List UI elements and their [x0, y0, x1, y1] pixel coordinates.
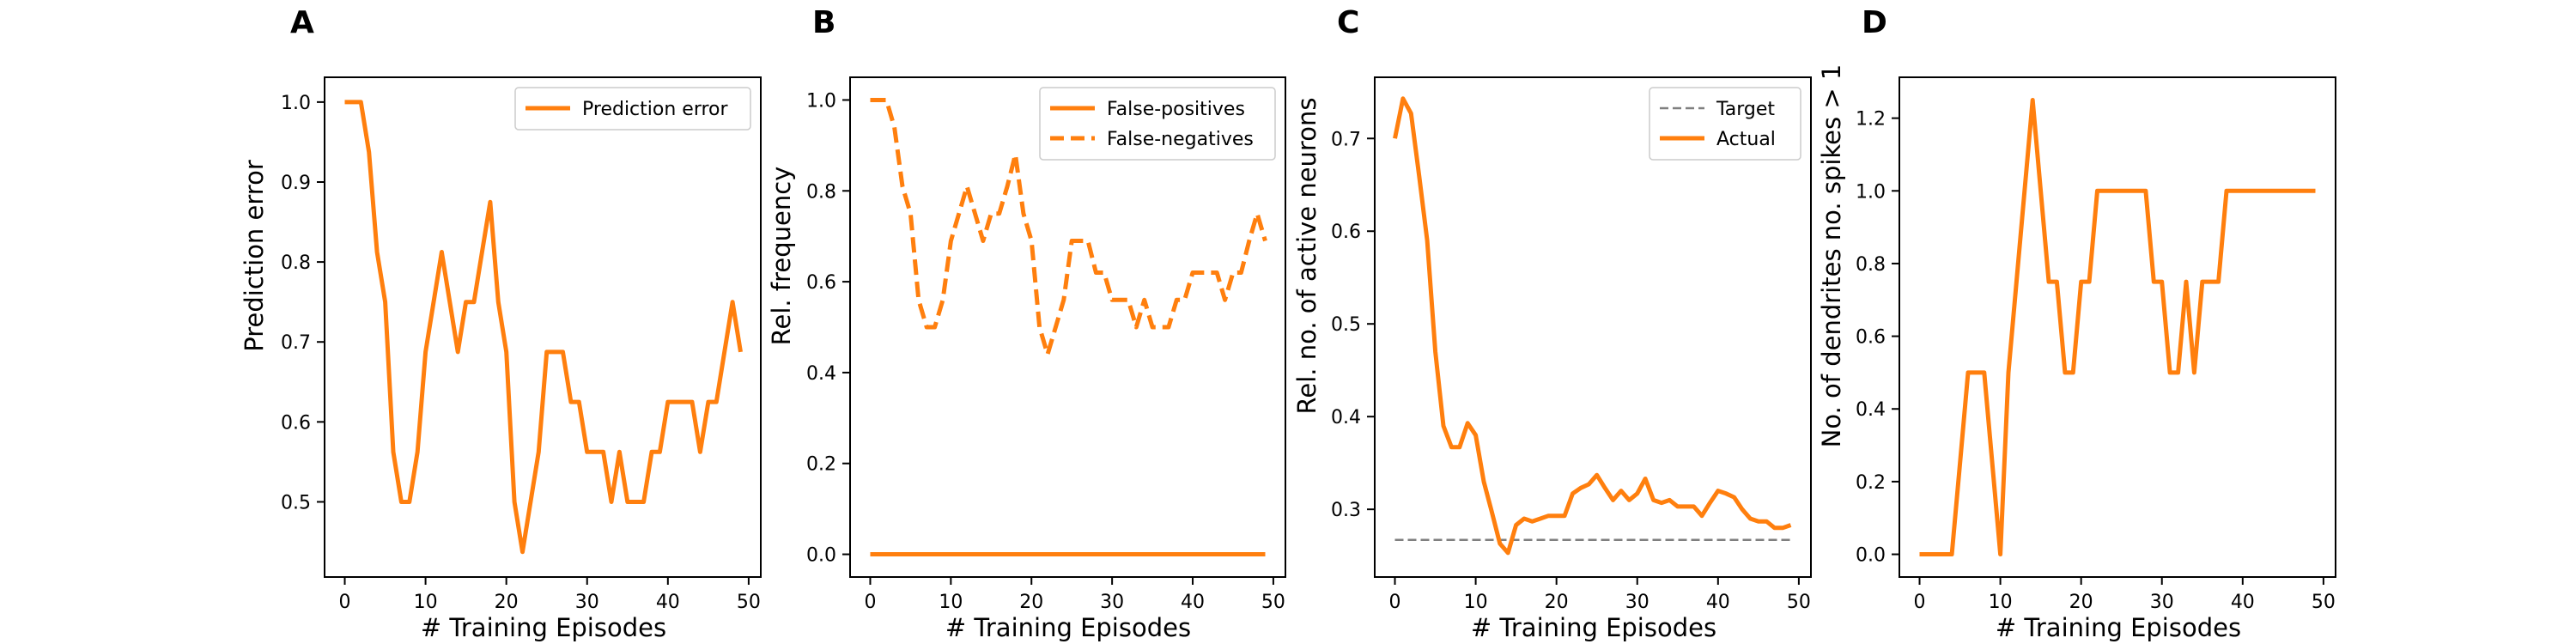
panel-c-x-tick-label: 40 [1706, 592, 1730, 613]
panel-c-x-tick-label: 20 [1545, 592, 1569, 613]
panel-b-x-tick-label: 0 [864, 592, 876, 613]
panel-d-y-tick-label: 0.2 [1856, 472, 1886, 494]
panel-letter-a: A [290, 5, 314, 40]
panel-c-y-tick-label: 0.3 [1331, 500, 1361, 521]
panel-letter-c: C [1337, 5, 1359, 40]
panel-a-y-tick-label: 0.6 [281, 412, 311, 434]
panel-d-axes-frame [1899, 76, 2336, 578]
panel-b-x-tick-label: 20 [1019, 592, 1043, 613]
panel-a-y-tick-label: 0.9 [281, 173, 311, 194]
panel-c-axes-frame [1374, 76, 1812, 578]
panel-c-legend-label-actual: Actual [1716, 129, 1776, 150]
panel-b-legend [1039, 87, 1276, 161]
panel-b-axes-frame [849, 76, 1286, 578]
panel-c-y-tick-label: 0.5 [1331, 314, 1361, 336]
panel-d-y-axis-label: No. of dendrites no. spikes > 1 [1817, 64, 1846, 448]
panel-c-legend [1649, 87, 1801, 161]
panel-a-y-tick-label: 1.0 [281, 93, 311, 114]
panel-c-series-actual-line [1393, 96, 1792, 556]
panel-d-y-tick-label: 1.0 [1856, 181, 1886, 203]
panel-b-y-tick-label: 0.6 [806, 272, 836, 294]
panel-d-x-tick-label: 10 [1989, 592, 2013, 613]
panel-b-series-false-negatives-line [870, 98, 1267, 357]
panel-d: D No. of dendrites no. spikes > 1 # Trai… [1817, 5, 2336, 642]
panel-d-x-tick-label: 40 [2231, 592, 2255, 613]
panel-d-x-tick-label: 50 [2312, 592, 2336, 613]
panel-b: B Rel. frequency # Training Episodes 0 10… [767, 5, 1286, 642]
panel-b-y-tick-label: 1.0 [806, 90, 836, 112]
panel-b-x-axis-label: # Training Episodes [945, 613, 1191, 642]
panel-a-x-tick-label: 30 [575, 592, 599, 613]
panel-letter-d: D [1862, 5, 1887, 40]
panel-b-x-tick-label: 10 [939, 592, 963, 613]
panel-a-x-tick-label: 0 [339, 592, 351, 613]
panel-b-x-tick-label: 50 [1261, 592, 1285, 613]
panel-c-y-tick-label: 0.7 [1331, 129, 1361, 150]
panel-d-x-tick-label: 0 [1914, 592, 1926, 613]
panel-c-y-tick-label: 0.6 [1331, 222, 1361, 243]
panel-c-y-axis-label: Rel. no. of active neurons [1292, 98, 1321, 415]
panel-b-x-tick-label: 30 [1100, 592, 1124, 613]
panel-a-axes-frame [324, 76, 762, 578]
panel-b-y-tick-label: 0.8 [806, 181, 836, 203]
panel-d-x-axis-label: # Training Episodes [1996, 613, 2241, 642]
panel-d-y-tick-label: 0.6 [1856, 327, 1886, 349]
panel-a: A Prediction error # Training Episodes 0… [240, 5, 762, 642]
panel-a-legend-label-prediction-error: Prediction error [582, 99, 728, 120]
panel-b-y-tick-label: 0.0 [806, 545, 836, 567]
panel-d-y-tick-label: 0.8 [1856, 254, 1886, 276]
panel-a-y-tick-label: 0.5 [281, 492, 311, 513]
panel-a-x-axis-label: # Training Episodes [421, 613, 666, 642]
panel-b-x-tick-label: 40 [1181, 592, 1205, 613]
panel-a-x-tick-label: 40 [656, 592, 680, 613]
panel-d-y-tick-label: 1.2 [1856, 109, 1886, 131]
panel-c-y-tick-label: 0.4 [1331, 407, 1361, 428]
panel-c-x-tick-label: 0 [1389, 592, 1401, 613]
panel-c-legend-label-target: Target [1716, 99, 1775, 120]
panel-d-x-tick-label: 20 [2069, 592, 2093, 613]
panel-a-x-tick-label: 10 [414, 592, 438, 613]
panel-letter-b: B [812, 5, 835, 40]
panel-a-y-tick-label: 0.8 [281, 252, 311, 274]
panel-b-y-axis-label: Rel. frequency [767, 167, 796, 346]
panel-a-x-tick-label: 20 [495, 592, 519, 613]
panel-a-y-tick-label: 0.7 [281, 332, 311, 354]
panel-d-x-tick-label: 30 [2150, 592, 2174, 613]
panel-c-x-tick-label: 10 [1464, 592, 1488, 613]
panel-d-y-tick-label: 0.4 [1856, 399, 1886, 421]
panel-b-legend-label-false-negatives: False-negatives [1107, 129, 1254, 150]
panel-c-x-tick-label: 50 [1787, 592, 1811, 613]
panel-a-y-axis-label: Prediction error [240, 160, 269, 352]
panel-d-series-line-line [1919, 98, 2316, 556]
panel-c-x-tick-label: 30 [1625, 592, 1649, 613]
panel-a-x-tick-label: 50 [737, 592, 761, 613]
panel-d-y-tick-label: 0.0 [1856, 545, 1886, 567]
panel-b-legend-label-false-positives: False-positives [1107, 99, 1245, 120]
panel-b-y-tick-label: 0.2 [806, 454, 836, 476]
panel-a-legend [514, 87, 751, 131]
panel-a-series-prediction-error-line [344, 100, 743, 555]
panel-b-y-tick-label: 0.4 [806, 363, 836, 385]
panel-c: C Rel. no. of active neurons # Training … [1292, 5, 1812, 642]
panel-c-x-axis-label: # Training Episodes [1471, 613, 1716, 642]
